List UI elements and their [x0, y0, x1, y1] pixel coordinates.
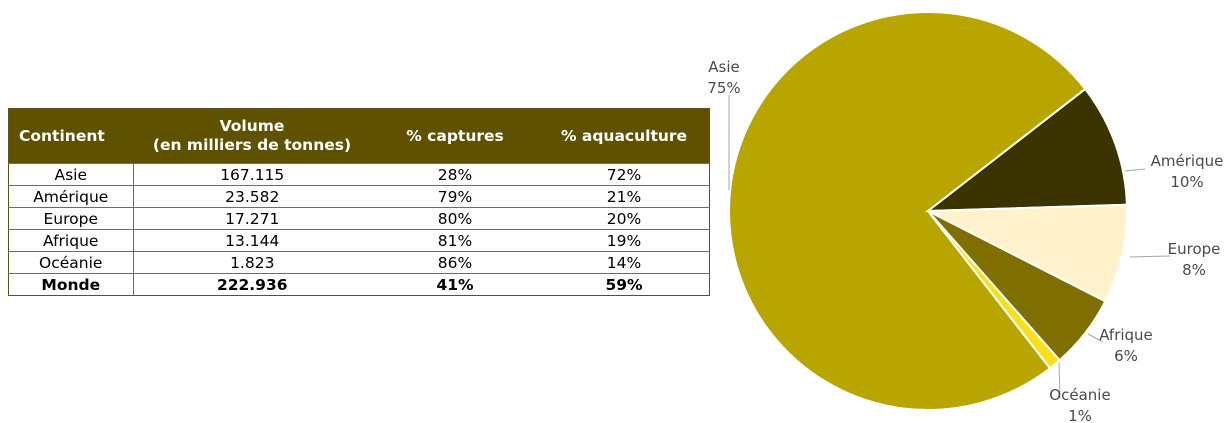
cell-continent: Europe: [8, 207, 134, 230]
pie-label-percent: 75%: [707, 79, 740, 97]
table-row: Europe 17.271 80% 20%: [8, 207, 710, 230]
cell-continent: Amérique: [8, 185, 134, 208]
header-volume-unit: (en milliers de tonnes): [152, 136, 352, 154]
pie-slice-asie: [728, 11, 1087, 411]
cell-volume: 222.936: [133, 273, 371, 296]
header-aquaculture: % aquaculture: [539, 108, 710, 164]
pie-label-percent: 1%: [1068, 407, 1092, 423]
cell-captures: 86%: [371, 251, 539, 274]
cell-continent: Afrique: [8, 229, 134, 252]
cell-aquaculture: 72%: [539, 163, 710, 186]
cell-captures: 41%: [371, 273, 539, 296]
cell-volume: 13.144: [133, 229, 371, 252]
pie-slice-océanie: [927, 210, 1062, 370]
pie-label-category: Océanie: [1049, 386, 1110, 404]
table-row: Océanie 1.823 86% 14%: [8, 251, 710, 274]
cell-captures: 81%: [371, 229, 539, 252]
leader-line-afrique: [1087, 333, 1104, 343]
table-row: Afrique 13.144 81% 19%: [8, 229, 710, 252]
leader-line-océanie: [1058, 361, 1061, 399]
pie-label-category: Asie: [708, 58, 739, 76]
pie-slice-amérique: [924, 87, 1128, 213]
table-header-row: Continent Volume (en milliers de tonnes)…: [8, 108, 710, 164]
pie-label-percent: 10%: [1170, 173, 1203, 191]
cell-continent: Océanie: [8, 251, 134, 274]
cell-continent: Asie: [8, 163, 134, 186]
pie-label-percent: 6%: [1114, 347, 1138, 365]
header-volume: Volume (en milliers de tonnes): [133, 108, 371, 164]
cell-volume: 17.271: [133, 207, 371, 230]
cell-captures: 79%: [371, 185, 539, 208]
pie-label-category: Europe: [1168, 240, 1221, 258]
pie-label-category: Afrique: [1099, 326, 1153, 344]
leader-line-europe: [1129, 255, 1171, 258]
pie-slice-europe: [927, 203, 1128, 303]
cell-aquaculture: 59%: [539, 273, 710, 296]
cell-volume: 1.823: [133, 251, 371, 274]
cell-continent: Monde: [8, 273, 134, 296]
cell-volume: 23.582: [133, 185, 371, 208]
table-row: Asie 167.115 28% 72%: [8, 163, 710, 186]
header-volume-title: Volume: [219, 117, 285, 135]
table-row: Amérique 23.582 79% 21%: [8, 185, 710, 208]
cell-aquaculture: 19%: [539, 229, 710, 252]
table-total-row: Monde 222.936 41% 59%: [8, 273, 710, 296]
header-continent: Continent: [8, 108, 133, 164]
cell-aquaculture: 20%: [539, 207, 710, 230]
cell-captures: 28%: [371, 163, 539, 186]
cell-aquaculture: 21%: [539, 185, 710, 208]
header-captures: % captures: [371, 108, 539, 164]
leader-line-amérique: [1124, 168, 1146, 172]
fish-production-table: Continent Volume (en milliers de tonnes)…: [8, 108, 710, 296]
pie-label-category: Amérique: [1151, 152, 1224, 170]
pie-label-percent: 8%: [1182, 261, 1206, 279]
cell-aquaculture: 14%: [539, 251, 710, 274]
cell-captures: 80%: [371, 207, 539, 230]
cell-volume: 167.115: [133, 163, 371, 186]
